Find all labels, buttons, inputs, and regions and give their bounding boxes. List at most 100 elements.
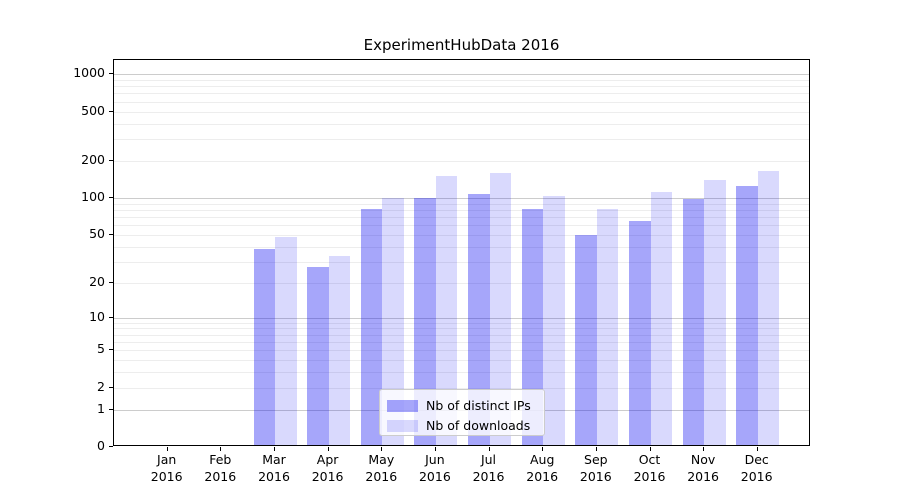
x-tick-mark-dec: [756, 447, 758, 451]
x-tick-mark-jun: [434, 447, 436, 451]
bar-mar-distinct-ips: [253, 248, 275, 445]
legend-item-downloads: Nb of downloads: [387, 417, 537, 434]
y-tick-label-2: 2: [97, 378, 105, 394]
x-tick-mark-nov: [703, 447, 705, 451]
bar-aug-downloads: [543, 195, 565, 445]
gridline-6: [114, 342, 809, 343]
gridline-7: [114, 334, 809, 336]
bar-apr-distinct-ips: [307, 267, 329, 445]
bar-oct-downloads: [650, 192, 672, 445]
x-tick-label-jan: Jan 2016: [150, 452, 183, 484]
x-tick-label-oct: Oct 2016: [633, 452, 666, 484]
y-tick-label-20: 20: [89, 273, 105, 289]
gridline-70: [114, 217, 809, 218]
y-tick-label-1000: 1000: [73, 65, 105, 81]
gridline-3: [114, 372, 809, 374]
bar-jul-downloads: [489, 173, 511, 445]
legend-label-downloads: Nb of downloads: [426, 418, 531, 433]
y-tick-label-0: 0: [97, 438, 105, 453]
gridline-20: [114, 282, 809, 284]
x-tick-label-aug: Aug 2016: [526, 452, 559, 484]
x-tick-label-apr: Apr 2016: [311, 452, 344, 484]
bar-may-downloads: [382, 197, 404, 445]
legend-label-distinct-ips: Nb of distinct IPs: [426, 398, 531, 413]
bar-may-distinct-ips: [360, 209, 383, 445]
bar-dec-distinct-ips: [736, 186, 758, 445]
bar-jun-distinct-ips: [414, 198, 436, 445]
bar-jul-distinct-ips: [468, 193, 490, 445]
x-tick-mark-jul: [488, 447, 490, 451]
y-tick-label-50: 50: [89, 225, 105, 241]
y-tick-label-5: 5: [97, 341, 105, 357]
y-tick-mark-100: [109, 196, 113, 198]
gridline-90: [114, 203, 809, 205]
gridline-1000: [114, 74, 809, 76]
gridline-50: [114, 234, 809, 236]
bar-jun-downloads: [435, 176, 458, 445]
y-tick-mark-50: [109, 233, 113, 235]
bar-sep-downloads: [596, 209, 619, 445]
y-tick-label-100: 100: [81, 188, 105, 204]
gridline-100: [114, 197, 809, 199]
y-tick-label-1: 1: [97, 400, 105, 416]
gridline-800: [114, 86, 809, 88]
gridline-700: [114, 93, 809, 95]
y-tick-mark-500: [109, 110, 113, 112]
bar-nov-downloads: [704, 179, 726, 445]
x-tick-mark-mar: [274, 447, 275, 451]
x-tick-label-sep: Sep 2016: [579, 452, 612, 484]
x-tick-label-jul: Jul 2016: [472, 452, 505, 484]
gridline-900: [114, 79, 809, 81]
bar-nov-distinct-ips: [682, 199, 705, 445]
legend-swatch-downloads-icon: [387, 419, 418, 432]
legend: Nb of distinct IPs Nb of downloads: [379, 389, 545, 436]
gridline-2: [114, 387, 809, 389]
bar-sep-distinct-ips: [575, 235, 597, 445]
y-tick-mark-200: [109, 159, 113, 161]
x-tick-label-dec: Dec 2016: [740, 452, 773, 484]
gridline-400: [114, 123, 809, 125]
bar-oct-distinct-ips: [629, 220, 651, 445]
gridline-300: [114, 139, 809, 140]
gridline-200: [114, 160, 809, 162]
gridline-10: [114, 317, 809, 319]
x-tick-mark-may: [381, 447, 383, 451]
y-tick-mark-1: [109, 408, 113, 410]
gridline-40: [114, 246, 809, 248]
y-tick-mark-5: [109, 349, 113, 351]
bar-aug-distinct-ips: [521, 208, 544, 445]
y-tick-label-10: 10: [89, 308, 105, 324]
gridline-5: [114, 350, 809, 352]
y-tick-mark-1000: [109, 73, 113, 75]
y-tick-mark-20: [109, 281, 113, 283]
y-tick-mark-10: [109, 316, 113, 318]
gridline-60: [114, 225, 809, 227]
gridline-600: [114, 101, 809, 103]
x-tick-mark-feb: [220, 447, 222, 451]
chart-title: ExperimentHubData 2016: [363, 36, 560, 54]
gridline-8: [114, 328, 809, 330]
y-tick-label-200: 200: [81, 151, 105, 167]
x-tick-mark-oct: [649, 447, 651, 451]
bar-mar-downloads: [275, 237, 297, 445]
gridline-500: [114, 111, 809, 113]
x-tick-mark-sep: [595, 447, 597, 451]
bar-apr-downloads: [328, 256, 351, 445]
gridline-30: [114, 261, 809, 263]
x-tick-label-mar: Mar 2016: [258, 452, 290, 484]
x-tick-label-may: May 2016: [365, 452, 398, 484]
y-tick-mark-2: [109, 386, 113, 388]
gridline-9: [114, 322, 809, 324]
legend-item-distinct-ips: Nb of distinct IPs: [387, 397, 537, 414]
x-tick-mark-jan: [166, 447, 168, 451]
y-tick-label-500: 500: [81, 102, 105, 118]
gridline-80: [114, 209, 809, 211]
y-tick-mark-0: [109, 446, 113, 447]
plot-area: Nb of distinct IPs Nb of downloads: [113, 59, 810, 446]
x-tick-label-jun: Jun 2016: [418, 452, 451, 484]
bar-dec-downloads: [757, 170, 780, 445]
x-tick-label-nov: Nov 2016: [687, 452, 719, 484]
x-tick-mark-aug: [542, 447, 544, 451]
gridline-4: [114, 360, 809, 362]
